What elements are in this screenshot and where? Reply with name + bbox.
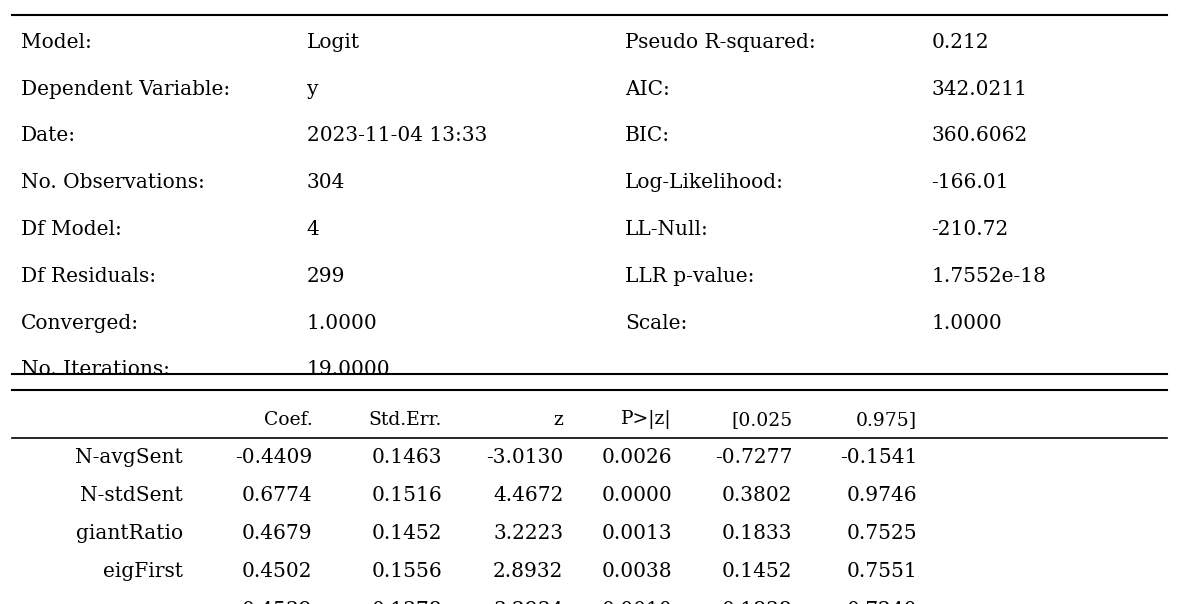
Text: -0.7277: -0.7277 xyxy=(714,448,792,467)
Text: eigFirst: eigFirst xyxy=(103,562,183,582)
Text: 0.1452: 0.1452 xyxy=(722,562,792,582)
Text: 2023-11-04 13:33: 2023-11-04 13:33 xyxy=(307,126,487,146)
Text: z: z xyxy=(554,411,564,429)
Text: giantRatio: giantRatio xyxy=(75,524,183,544)
Text: LL-Null:: LL-Null: xyxy=(625,220,709,239)
Text: 0.6774: 0.6774 xyxy=(242,486,312,506)
Text: comm: comm xyxy=(121,600,183,604)
Text: 1.0000: 1.0000 xyxy=(931,313,1002,333)
Text: Df Model:: Df Model: xyxy=(21,220,123,239)
Text: Log-Likelihood:: Log-Likelihood: xyxy=(625,173,784,192)
Text: 0.0010: 0.0010 xyxy=(601,600,672,604)
Text: No. Iterations:: No. Iterations: xyxy=(21,361,170,379)
Text: Df Residuals:: Df Residuals: xyxy=(21,267,157,286)
Text: Logit: Logit xyxy=(307,33,360,52)
Text: Date:: Date: xyxy=(21,126,77,146)
Text: 0.4679: 0.4679 xyxy=(242,524,312,544)
Text: 0.1516: 0.1516 xyxy=(371,486,442,506)
Text: Converged:: Converged: xyxy=(21,313,139,333)
Text: 0.212: 0.212 xyxy=(931,33,989,52)
Text: -210.72: -210.72 xyxy=(931,220,1009,239)
Text: -3.0130: -3.0130 xyxy=(486,448,564,467)
Text: 3.2223: 3.2223 xyxy=(494,524,564,544)
Text: y: y xyxy=(307,80,318,98)
Text: 0.7525: 0.7525 xyxy=(847,524,917,544)
Text: 0.7240: 0.7240 xyxy=(847,600,917,604)
Text: 360.6062: 360.6062 xyxy=(931,126,1028,146)
Text: Pseudo R-squared:: Pseudo R-squared: xyxy=(625,33,816,52)
Text: [0.025: [0.025 xyxy=(731,411,792,429)
Text: 299: 299 xyxy=(307,267,345,286)
Text: 0.1452: 0.1452 xyxy=(371,524,442,544)
Text: 0.7551: 0.7551 xyxy=(847,562,917,582)
Text: 0.0013: 0.0013 xyxy=(601,524,672,544)
Text: 0.1378: 0.1378 xyxy=(371,600,442,604)
Text: P>|z|: P>|z| xyxy=(621,410,672,429)
Text: No. Observations:: No. Observations: xyxy=(21,173,205,192)
Text: 0.9746: 0.9746 xyxy=(847,486,917,506)
Text: 0.1463: 0.1463 xyxy=(371,448,442,467)
Text: AIC:: AIC: xyxy=(625,80,670,98)
Text: Coef.: Coef. xyxy=(264,411,312,429)
Text: 0.0038: 0.0038 xyxy=(601,562,672,582)
Text: 0.1838: 0.1838 xyxy=(722,600,792,604)
Text: 0.1556: 0.1556 xyxy=(371,562,442,582)
Text: Model:: Model: xyxy=(21,33,92,52)
Text: N-stdSent: N-stdSent xyxy=(80,486,183,506)
Text: 304: 304 xyxy=(307,173,345,192)
Text: 3.2934: 3.2934 xyxy=(493,600,564,604)
Text: 0.1833: 0.1833 xyxy=(722,524,792,544)
Text: 2.8932: 2.8932 xyxy=(493,562,564,582)
Text: 4: 4 xyxy=(307,220,320,239)
Text: 0.0026: 0.0026 xyxy=(601,448,672,467)
Text: 1.0000: 1.0000 xyxy=(307,313,377,333)
Text: Scale:: Scale: xyxy=(625,313,687,333)
Text: 342.0211: 342.0211 xyxy=(931,80,1027,98)
Text: 1.7552e-18: 1.7552e-18 xyxy=(931,267,1047,286)
Text: -166.01: -166.01 xyxy=(931,173,1009,192)
Text: LLR p-value:: LLR p-value: xyxy=(625,267,755,286)
Text: -0.1541: -0.1541 xyxy=(839,448,917,467)
Text: 0.4539: 0.4539 xyxy=(242,600,312,604)
Text: 0.3802: 0.3802 xyxy=(722,486,792,506)
Text: 0.975]: 0.975] xyxy=(856,411,917,429)
Text: 19.0000: 19.0000 xyxy=(307,361,390,379)
Text: Std.Err.: Std.Err. xyxy=(369,411,442,429)
Text: N-avgSent: N-avgSent xyxy=(75,448,183,467)
Text: Dependent Variable:: Dependent Variable: xyxy=(21,80,230,98)
Text: 0.4502: 0.4502 xyxy=(242,562,312,582)
Text: -0.4409: -0.4409 xyxy=(235,448,312,467)
Text: 0.0000: 0.0000 xyxy=(601,486,672,506)
Text: BIC:: BIC: xyxy=(625,126,670,146)
Text: 4.4672: 4.4672 xyxy=(493,486,564,506)
